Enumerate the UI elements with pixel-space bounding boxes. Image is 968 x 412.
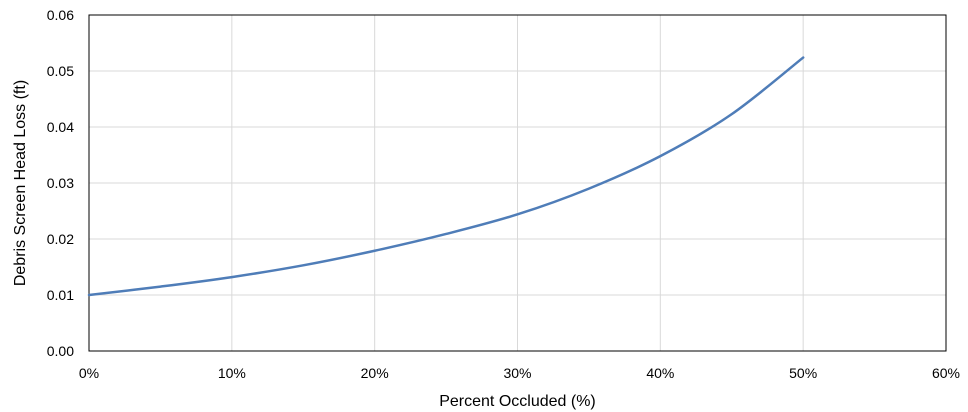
gridlines	[89, 15, 946, 351]
y-axis-title: Debris Screen Head Loss (ft)	[12, 80, 29, 286]
plot-area	[88, 14, 947, 352]
x-axis-title: Percent Occluded (%)	[439, 393, 596, 410]
x-tick-label: 60%	[932, 365, 960, 381]
x-tick-label: 40%	[646, 365, 674, 381]
x-tick-label: 20%	[361, 365, 389, 381]
x-axis-ticks: 0% 10% 20% 30% 40% 50% 60%	[79, 365, 960, 381]
y-tick-label: 0.03	[47, 175, 74, 191]
y-tick-label: 0.06	[47, 7, 74, 23]
y-axis-ticks: 0.00 0.01 0.02 0.03 0.04 0.05 0.06	[47, 7, 74, 359]
series-layer	[87, 56, 805, 297]
x-tick-label: 30%	[503, 365, 531, 381]
y-tick-label: 0.02	[47, 231, 74, 247]
y-tick-label: 0.05	[47, 63, 74, 79]
x-tick-label: 0%	[79, 365, 99, 381]
y-tick-label: 0.00	[47, 343, 74, 359]
series-line-0	[87, 56, 805, 297]
y-tick-label: 0.01	[47, 287, 74, 303]
x-tick-label: 50%	[789, 365, 817, 381]
y-tick-label: 0.04	[47, 119, 74, 135]
x-tick-label: 10%	[218, 365, 246, 381]
